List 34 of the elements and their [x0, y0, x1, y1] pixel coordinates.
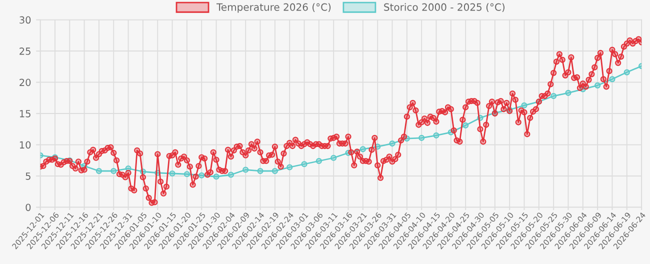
point: [184, 171, 190, 178]
legend-label: Temperature 2026 (°C): [216, 3, 331, 13]
point: [360, 146, 366, 152]
y-tick-label: 0: [26, 204, 31, 212]
point: [110, 168, 117, 174]
y-tick-label: 5: [26, 172, 30, 180]
point: [462, 122, 469, 128]
y-tick-label: 15: [20, 110, 30, 118]
point: [316, 158, 322, 164]
point: [301, 161, 308, 168]
point: [198, 172, 205, 178]
legend-label: Storico 2000 - 2025 (°C): [384, 3, 504, 12]
point: [330, 154, 337, 161]
point: [418, 134, 425, 141]
point: [389, 140, 396, 147]
point: [433, 132, 440, 138]
point: [257, 168, 264, 174]
point: [565, 90, 572, 96]
point: [550, 92, 557, 100]
point: [242, 166, 249, 173]
point: [609, 76, 616, 82]
y-tick-label: 10: [20, 141, 31, 149]
y-tick-label: 30: [20, 16, 31, 24]
point: [521, 102, 528, 108]
point: [286, 164, 293, 170]
y-tick-label: 20: [20, 78, 31, 86]
point: [272, 168, 278, 174]
point: [624, 69, 630, 76]
point: [96, 168, 102, 174]
point: [228, 172, 234, 178]
point: [169, 170, 176, 177]
point: [213, 174, 220, 180]
point: [594, 82, 601, 88]
y-tick-label: 25: [20, 48, 30, 55]
